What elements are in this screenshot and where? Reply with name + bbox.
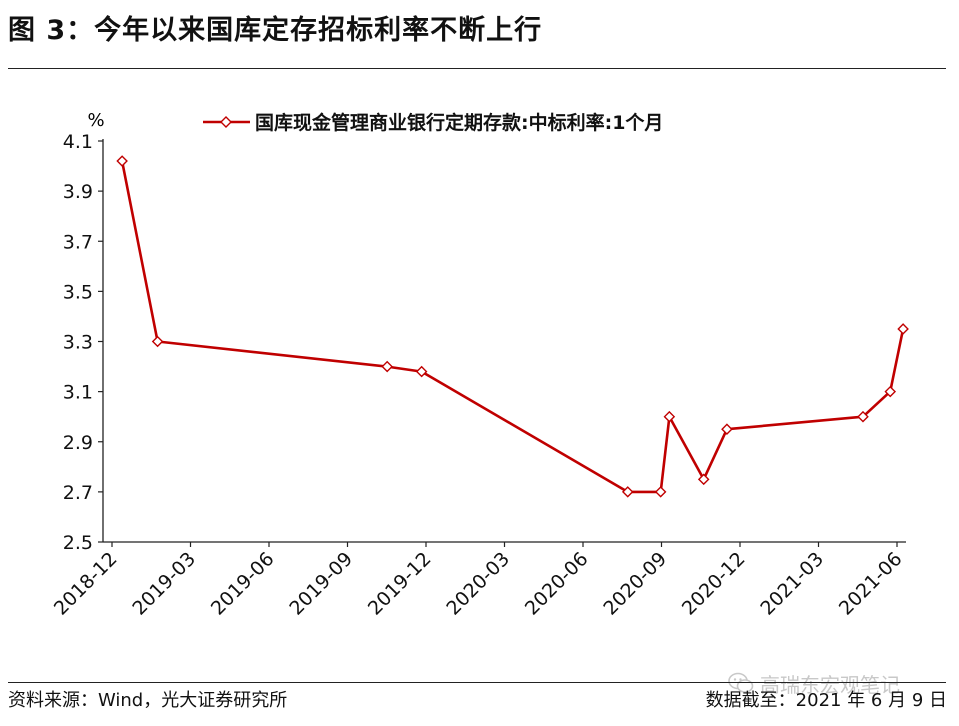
x-tick-label: 2021-03 [756, 548, 828, 620]
series-line [120, 160, 905, 494]
title-divider [8, 68, 946, 69]
x-tick-label: 2019-12 [364, 548, 436, 620]
data-point [721, 423, 733, 436]
y-tick-label: 3.3 [63, 332, 93, 354]
x-tick-label: 2021-06 [835, 548, 907, 620]
data-point [116, 155, 128, 167]
watermark: 高瑞东宏观笔记 [728, 670, 900, 697]
legend-label: 国库现金管理商业银行定期存款:中标利率:1个月 [255, 111, 663, 134]
y-tick-label: 3.5 [63, 281, 93, 303]
x-tick-label: 2020-09 [599, 548, 671, 620]
source-note: 资料来源：Wind，光大证券研究所 [8, 690, 288, 711]
data-point [381, 360, 393, 373]
x-tick-label: 2018-12 [50, 548, 122, 620]
x-tick-label: 2020-12 [678, 548, 750, 620]
y-tick-label: 3.9 [63, 181, 93, 203]
legend-marker [220, 116, 232, 128]
x-tick-label: 2020-03 [442, 548, 514, 620]
data-point [621, 486, 634, 498]
x-tick-label: 2019-09 [285, 548, 357, 620]
chart-axes [98, 139, 906, 547]
watermark-text: 高瑞东宏观笔记 [760, 672, 900, 697]
x-tick-label: 2019-03 [128, 548, 200, 620]
data-point [697, 473, 710, 486]
data-point [663, 410, 676, 423]
x-tick-labels: 2018-12 2019-03 2019-06 2019-09 2019-12 2020-… [50, 548, 907, 620]
chart-legend: 国库现金管理商业银行定期存款:中标利率:1个月 [203, 111, 663, 134]
y-tick-labels: 2.5 2.7 2.9 3.1 3.3 3.5 3.7 3.9 4.1 [63, 131, 93, 554]
line-chart: 2.52.72.93.13.33.53.73.94.1 2018-12 2019-… [50, 110, 909, 620]
x-tick-label: 2020-06 [521, 548, 593, 620]
data-point [654, 486, 667, 498]
date-note: 数据截至：2021 年 6 月 9 日 [705, 690, 947, 711]
wechat-icon [728, 672, 754, 693]
data-point [415, 365, 428, 378]
data-point [884, 385, 897, 398]
y-tick-label: 2.7 [63, 482, 93, 504]
data-point [897, 323, 909, 335]
y-unit-label: % [87, 110, 104, 131]
chart-series [116, 155, 909, 498]
data-point [151, 335, 164, 348]
x-tick-label: 2019-06 [207, 548, 279, 620]
y-tick-label: 2.5 [63, 532, 93, 554]
y-tick-label: 3.1 [63, 382, 93, 404]
y-tick-label: 4.1 [63, 131, 93, 153]
figure-title: 图 3：今年以来国库定存招标利率不断上行 [8, 15, 543, 46]
data-point [857, 410, 869, 423]
y-tick-label: 2.9 [63, 432, 93, 454]
chart-area: 2.5 2.7 2.9 3.1 3.3 3.5 3.7 3.9 4.1 2018-12 2019-… [0, 95, 959, 675]
footer-divider [8, 682, 946, 683]
y-tick-label: 3.7 [63, 231, 93, 253]
